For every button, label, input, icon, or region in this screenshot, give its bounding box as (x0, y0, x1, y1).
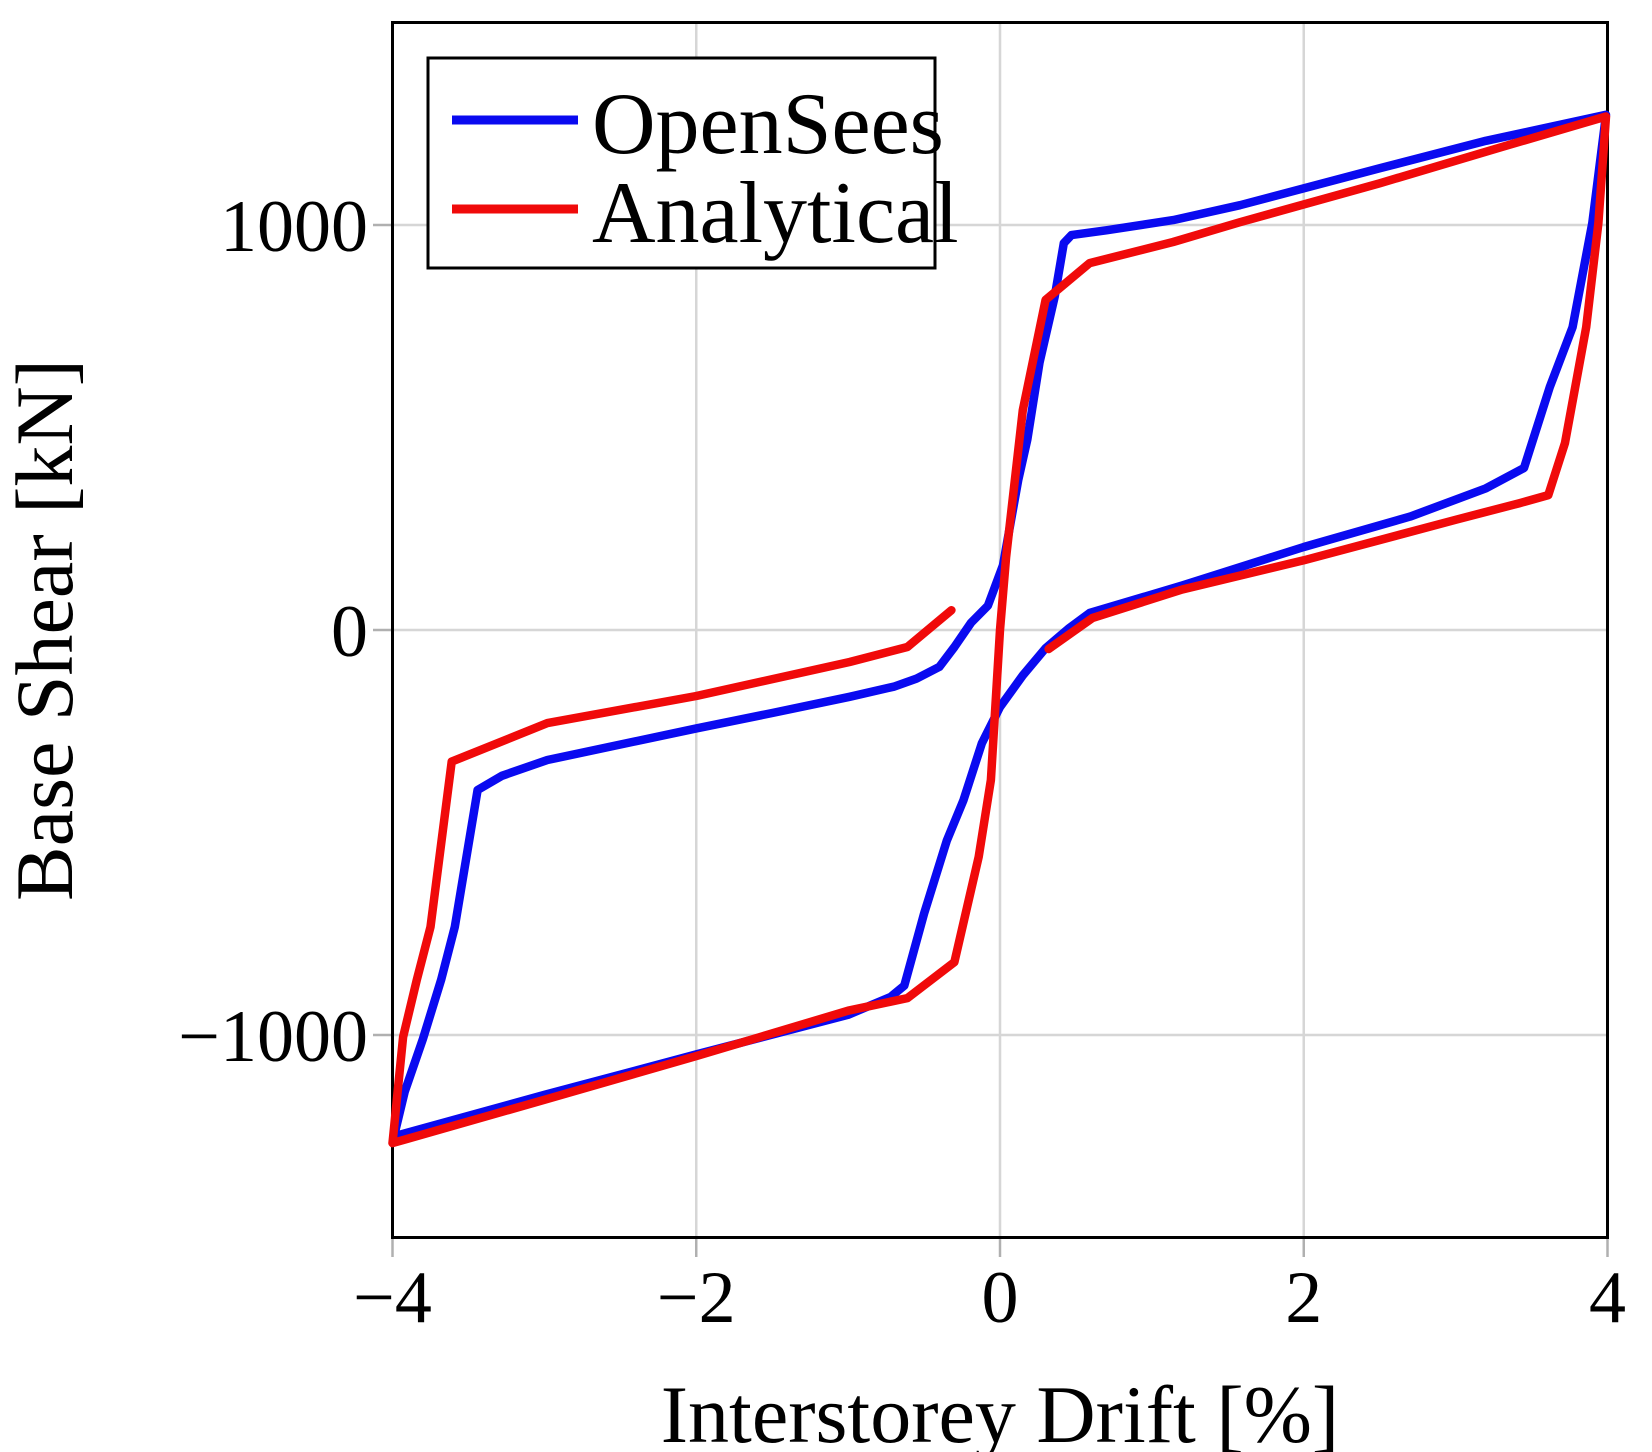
tick-marks (373, 223, 1609, 1257)
legend-label-opensees: OpenSees (592, 76, 944, 173)
tick-labels: −4 −2 0 2 4 −1000 0 1000 (178, 186, 1626, 1339)
curve-analytical (388, 112, 1611, 1148)
x-tick-label-0: 0 (982, 1257, 1019, 1339)
x-tick-label-neg4: −4 (353, 1257, 432, 1339)
legend: OpenSees Analytical (426, 56, 959, 270)
x-tick-label-2: 2 (1285, 1257, 1322, 1339)
y-axis-title: Base Shear [kN] (0, 359, 90, 901)
curve-opensees (389, 110, 1611, 1141)
plot-frame (391, 21, 1609, 1239)
legend-box (426, 56, 937, 270)
y-tick-label-1000: 1000 (220, 186, 368, 268)
y-tick-label-neg1000: −1000 (178, 996, 368, 1078)
data-curves (388, 110, 1611, 1148)
y-tick-label-0: 0 (331, 591, 368, 673)
x-axis-title: Interstorey Drift [%] (661, 1369, 1340, 1452)
x-tick-label-neg2: −2 (657, 1257, 736, 1339)
legend-label-analytical: Analytical (592, 165, 959, 262)
x-tick-label-4: 4 (1589, 1257, 1626, 1339)
